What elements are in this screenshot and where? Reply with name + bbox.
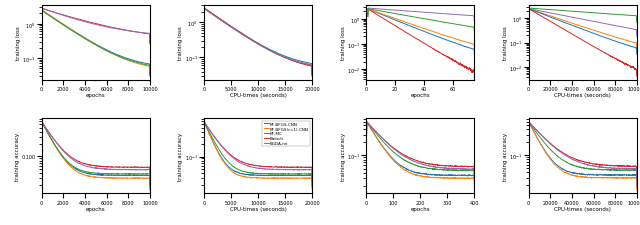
Batsch bbox=[253, 165, 260, 167]
Batsch bbox=[200, 121, 208, 124]
KF-BFGS(r=1)-CNN bbox=[205, 131, 212, 134]
KF-MC bbox=[253, 172, 260, 175]
KF-MC bbox=[303, 173, 310, 176]
Y-axis label: training accuracy: training accuracy bbox=[179, 132, 183, 180]
KF-MC bbox=[221, 157, 229, 160]
KF-BFGS-CNN bbox=[200, 133, 208, 136]
KF-BFGS(r=1)-CNN bbox=[308, 189, 316, 191]
X-axis label: epochs: epochs bbox=[86, 206, 106, 211]
KF-BFGS-CNN bbox=[200, 122, 208, 124]
KF-BFGS(r=1)-CNN bbox=[200, 121, 208, 124]
KF-BFGS-CNN bbox=[205, 131, 212, 134]
KF-MC bbox=[308, 185, 316, 187]
X-axis label: epochs: epochs bbox=[86, 93, 106, 98]
BGDA-nn bbox=[253, 167, 260, 170]
KF-BFGS-CNN bbox=[303, 174, 310, 177]
KF-MC bbox=[200, 133, 208, 136]
KF-BFGS-CNN bbox=[200, 121, 208, 124]
Batsch bbox=[200, 121, 208, 124]
X-axis label: CPU-times (seconds): CPU-times (seconds) bbox=[554, 93, 611, 98]
KF-BFGS(r=1)-CNN bbox=[253, 177, 260, 179]
KF-MC bbox=[200, 121, 208, 124]
KF-MC bbox=[207, 133, 214, 136]
Batsch bbox=[221, 149, 229, 151]
BGDA-nn bbox=[205, 127, 212, 130]
Line: KF-BFGS-CNN: KF-BFGS-CNN bbox=[204, 123, 312, 187]
KF-BFGS-CNN bbox=[207, 135, 214, 138]
X-axis label: epochs: epochs bbox=[410, 93, 430, 98]
BGDA-nn bbox=[200, 121, 208, 124]
X-axis label: epochs: epochs bbox=[410, 206, 430, 211]
Y-axis label: training accuracy: training accuracy bbox=[15, 132, 20, 180]
Line: Batsch: Batsch bbox=[204, 122, 312, 179]
Legend: KF-BFGS-CNN, KF-BFGS(r=1)-CNN, KF-MC, Batsch, BGDA-nn: KF-BFGS-CNN, KF-BFGS(r=1)-CNN, KF-MC, Ba… bbox=[262, 121, 310, 147]
Y-axis label: training loss: training loss bbox=[503, 26, 508, 60]
BGDA-nn bbox=[200, 121, 208, 124]
X-axis label: CPU-times (seconds): CPU-times (seconds) bbox=[230, 206, 287, 211]
Y-axis label: training loss: training loss bbox=[340, 26, 346, 60]
Batsch bbox=[207, 130, 214, 133]
KF-BFGS(r=1)-CNN bbox=[221, 163, 229, 166]
Batsch bbox=[303, 166, 310, 169]
BGDA-nn bbox=[303, 169, 310, 171]
X-axis label: CPU-times (seconds): CPU-times (seconds) bbox=[554, 206, 611, 211]
KF-BFGS(r=1)-CNN bbox=[200, 122, 208, 124]
BGDA-nn bbox=[221, 149, 229, 152]
KF-BFGS(r=1)-CNN bbox=[303, 177, 310, 180]
Y-axis label: training loss: training loss bbox=[16, 26, 21, 60]
KF-MC bbox=[200, 122, 208, 124]
BGDA-nn bbox=[200, 133, 208, 136]
KF-BFGS-CNN bbox=[308, 186, 316, 189]
Line: KF-BFGS(r=1)-CNN: KF-BFGS(r=1)-CNN bbox=[204, 123, 312, 190]
Batsch bbox=[205, 127, 212, 130]
BGDA-nn bbox=[207, 130, 214, 133]
Line: KF-MC: KF-MC bbox=[204, 122, 312, 186]
KF-BFGS(r=1)-CNN bbox=[207, 136, 214, 138]
Batsch bbox=[308, 178, 316, 180]
Y-axis label: training accuracy: training accuracy bbox=[340, 132, 346, 180]
BGDA-nn bbox=[308, 180, 316, 183]
KF-BFGS-CNN bbox=[253, 174, 260, 177]
X-axis label: CPU-times (seconds): CPU-times (seconds) bbox=[230, 93, 287, 98]
Y-axis label: training loss: training loss bbox=[179, 26, 183, 60]
Y-axis label: training accuracy: training accuracy bbox=[503, 132, 508, 180]
KF-BFGS(r=1)-CNN bbox=[200, 133, 208, 136]
KF-MC bbox=[205, 130, 212, 132]
Batsch bbox=[200, 133, 208, 136]
KF-BFGS-CNN bbox=[221, 162, 229, 164]
Line: BGDA-nn: BGDA-nn bbox=[204, 122, 312, 182]
